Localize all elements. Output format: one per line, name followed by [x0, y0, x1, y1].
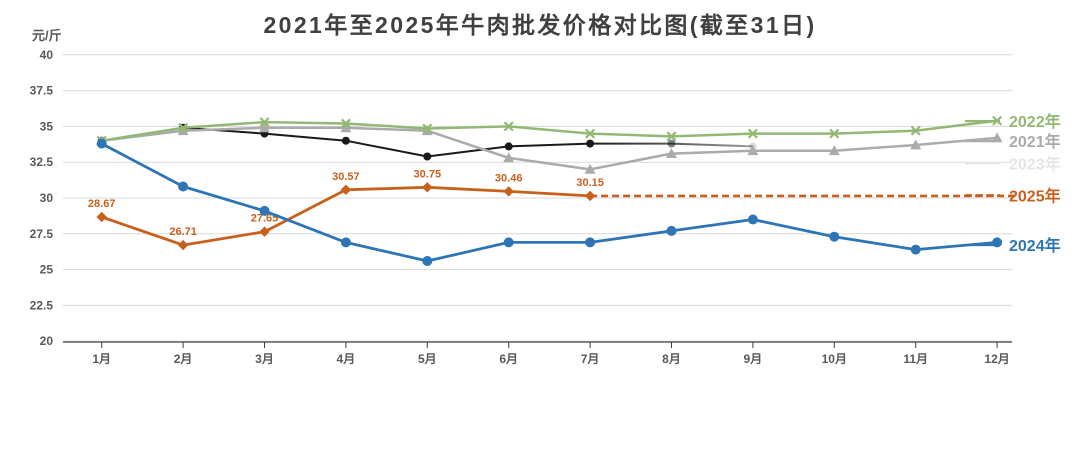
svg-text:30.15: 30.15 — [576, 177, 604, 189]
svg-text:27.5: 27.5 — [30, 227, 54, 241]
svg-text:22.5: 22.5 — [30, 298, 54, 312]
svg-text:9月: 9月 — [744, 352, 763, 366]
svg-text:25: 25 — [40, 263, 54, 277]
svg-text:2025年: 2025年 — [1009, 186, 1061, 205]
svg-text:1月: 1月 — [92, 352, 111, 366]
svg-text:2024年: 2024年 — [1009, 236, 1061, 255]
svg-text:3月: 3月 — [255, 352, 274, 366]
svg-text:2月: 2月 — [174, 352, 193, 366]
svg-text:11月: 11月 — [903, 352, 928, 366]
svg-text:32.5: 32.5 — [30, 155, 54, 169]
svg-text:2023年: 2023年 — [1009, 154, 1061, 173]
svg-text:8月: 8月 — [662, 352, 681, 366]
svg-text:40: 40 — [40, 48, 54, 62]
svg-text:37.5: 37.5 — [30, 84, 54, 98]
svg-text:2022年: 2022年 — [1009, 112, 1061, 131]
svg-text:30.46: 30.46 — [495, 172, 523, 184]
svg-text:2021年: 2021年 — [1009, 132, 1061, 151]
svg-text:7月: 7月 — [581, 352, 600, 366]
svg-text:30.57: 30.57 — [332, 171, 360, 183]
svg-text:35: 35 — [40, 119, 54, 133]
svg-text:20: 20 — [40, 334, 54, 348]
svg-text:4月: 4月 — [337, 352, 356, 366]
svg-text:12月: 12月 — [984, 352, 1009, 366]
svg-text:26.71: 26.71 — [169, 226, 197, 238]
svg-text:10月: 10月 — [822, 352, 847, 366]
svg-text:30.75: 30.75 — [414, 168, 442, 180]
svg-text:6月: 6月 — [499, 352, 518, 366]
svg-text:28.67: 28.67 — [88, 198, 116, 210]
svg-text:5月: 5月 — [418, 352, 437, 366]
svg-text:30: 30 — [40, 191, 54, 205]
